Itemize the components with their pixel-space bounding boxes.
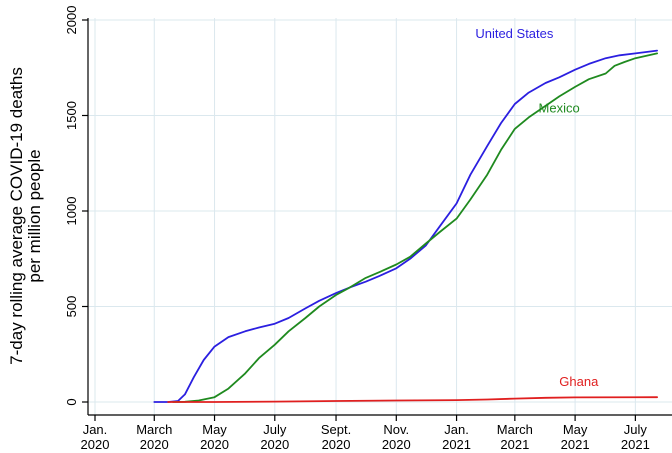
x-tick-label-year: 2021: [500, 437, 529, 452]
x-tick-label-month: Jan.: [83, 422, 108, 437]
x-tick-label-year: 2020: [382, 437, 411, 452]
y-axis-title-line-2: per million people: [25, 149, 44, 282]
series-lines: [153, 49, 658, 403]
series-labels: United States Mexico Ghana: [475, 26, 599, 389]
y-tick-label: 1000: [64, 197, 79, 226]
x-tick-label-year: 2020: [81, 437, 110, 452]
x-tick-label-month: March: [497, 422, 533, 437]
x-tick-label-month: July: [624, 422, 648, 437]
series-label-ghana: Ghana: [559, 374, 599, 389]
x-tick-label-year: 2020: [322, 437, 351, 452]
y-axis-title-line-1: 7-day rolling average COVID-19 deaths: [7, 67, 26, 365]
axes: [87, 18, 672, 416]
x-tick-label-month: Jan.: [444, 422, 469, 437]
x-tick-label-year: 2020: [140, 437, 169, 452]
series-label-united-states: United States: [475, 26, 554, 41]
x-tick-label-month: Sept.: [321, 422, 351, 437]
x-tick-label-month: Nov.: [383, 422, 409, 437]
y-tick-label: 500: [64, 296, 79, 318]
series-label-mexico: Mexico: [539, 101, 580, 116]
y-tick-label: 2000: [64, 6, 79, 35]
x-tick-label-year: 2020: [260, 437, 289, 452]
y-tick-label: 0: [64, 398, 79, 405]
gridlines: [88, 18, 672, 415]
x-tick-label-month: July: [263, 422, 287, 437]
x-tick-label-year: 2021: [621, 437, 650, 452]
x-tick-label-year: 2021: [442, 437, 471, 452]
x-tick-label-month: March: [136, 422, 172, 437]
y-ticks: 0 500 1000 1500 2000: [64, 6, 88, 406]
x-tick-label-year: 2020: [200, 437, 229, 452]
y-axis-title: 7-day rolling average COVID-19 deaths pe…: [7, 67, 44, 365]
series-line-united-states: [153, 49, 658, 403]
series-line-mexico: [172, 52, 658, 403]
x-tick-label-year: 2021: [561, 437, 590, 452]
x-ticks: Jan.2020March2020May2020July2020Sept.202…: [81, 415, 650, 452]
x-tick-label-month: May: [202, 422, 227, 437]
series-line-ghana: [167, 396, 658, 403]
y-tick-label: 1500: [64, 101, 79, 130]
x-tick-label-month: May: [563, 422, 588, 437]
